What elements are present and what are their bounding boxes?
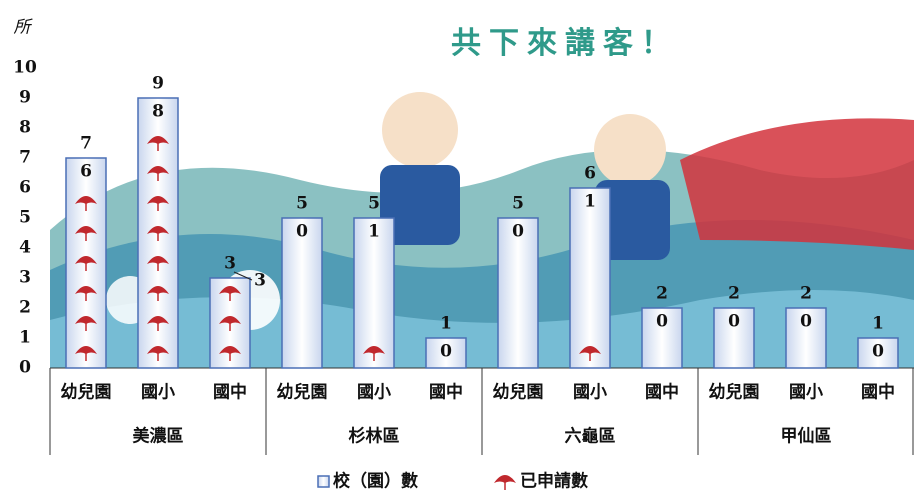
legend: 校（園）數 已申請數 — [317, 471, 588, 492]
applied-label: 1 — [584, 192, 596, 212]
leader-line — [233, 271, 253, 281]
umbrella-icon — [147, 346, 169, 354]
applied-icons — [579, 346, 601, 361]
value-label: 2 — [728, 284, 740, 304]
umbrella-icon — [219, 316, 241, 324]
banner: 共下來講客！ — [451, 26, 679, 61]
x-tick-label: 國小 — [357, 383, 391, 403]
value-label: 3 — [224, 254, 236, 274]
umbrella-icon — [147, 316, 169, 324]
applied-label: 1 — [368, 222, 380, 242]
bar — [497, 217, 539, 369]
umbrella-icon — [579, 346, 601, 354]
value-label: 1 — [872, 314, 884, 334]
legend-label: 已申請數 — [520, 471, 588, 492]
x-tick-label: 幼兒園 — [277, 382, 328, 403]
umbrella-icon — [147, 286, 169, 294]
x-tick-label: 國小 — [141, 383, 175, 403]
value-label: 5 — [368, 194, 380, 214]
applied-label: 0 — [512, 222, 524, 242]
value-label: 1 — [440, 314, 452, 334]
applied-label: 0 — [800, 312, 812, 332]
group-label: 美濃區 — [133, 426, 184, 447]
y-tick-label: 7 — [19, 148, 31, 168]
umbrella-icon — [147, 196, 169, 204]
group-label: 甲仙區 — [781, 426, 832, 447]
applied-icons — [363, 346, 385, 361]
y-tick-label: 0 — [19, 358, 31, 378]
x-tick-label: 國中 — [645, 382, 679, 403]
x-tick-label: 幼兒園 — [493, 382, 544, 403]
group-label: 杉林區 — [349, 426, 400, 447]
y-tick-label: 4 — [19, 238, 31, 258]
value-label: 5 — [512, 194, 524, 214]
umbrella-icon — [147, 136, 169, 144]
umbrella-icon — [75, 256, 97, 264]
y-tick-label: 6 — [19, 178, 31, 198]
applied-label: 8 — [152, 102, 164, 122]
y-tick-label: 1 — [19, 328, 31, 348]
legend-swatch — [317, 475, 330, 488]
umbrella-icon — [219, 286, 241, 294]
umbrella-icon — [147, 166, 169, 174]
bar — [857, 337, 899, 369]
applied-icons — [75, 196, 97, 361]
y-axis-label: 所 — [14, 18, 34, 38]
applied-label: 0 — [296, 222, 308, 242]
umbrella-icon — [75, 226, 97, 234]
bar — [785, 307, 827, 369]
bar — [281, 217, 323, 369]
x-tick-label: 國小 — [789, 383, 823, 403]
bar — [353, 217, 395, 369]
umbrella-icon — [75, 286, 97, 294]
y-tick-label: 8 — [19, 118, 31, 138]
umbrella-icon — [75, 196, 97, 204]
umbrella-icon — [494, 475, 516, 483]
x-tick-label: 國中 — [213, 382, 247, 403]
value-label: 2 — [656, 284, 668, 304]
value-label: 5 — [296, 194, 308, 214]
x-tick-label: 國中 — [861, 382, 895, 403]
applied-label: 6 — [80, 162, 92, 182]
umbrella-icon — [363, 346, 385, 354]
umbrella-icon — [147, 226, 169, 234]
y-tick-label: 5 — [19, 208, 31, 228]
x-tick-label: 國小 — [573, 383, 607, 403]
applied-label: 0 — [656, 312, 668, 332]
legend-label: 校（園）數 — [333, 471, 418, 492]
group-label: 六龜區 — [565, 426, 616, 447]
value-label: 9 — [152, 74, 164, 94]
value-label: 2 — [800, 284, 812, 304]
umbrella-icon — [75, 316, 97, 324]
y-tick-label: 9 — [19, 88, 31, 108]
background-illustration — [50, 92, 914, 368]
x-tick-label: 國中 — [429, 382, 463, 403]
umbrella-icon — [219, 346, 241, 354]
bar — [569, 187, 611, 369]
y-tick-label: 10 — [13, 58, 37, 78]
applied-label: 3 — [254, 271, 266, 291]
applied-icons — [219, 286, 241, 361]
umbrella-icon — [147, 256, 169, 264]
y-tick-label: 2 — [19, 298, 31, 318]
value-label: 7 — [80, 134, 92, 154]
x-tick-label: 幼兒園 — [709, 382, 760, 403]
bar — [713, 307, 755, 369]
bar — [641, 307, 683, 369]
x-tick-label: 幼兒園 — [61, 382, 112, 403]
applied-label: 0 — [440, 342, 452, 362]
applied-label: 0 — [728, 312, 740, 332]
applied-label: 0 — [872, 342, 884, 362]
value-label: 6 — [584, 164, 596, 184]
umbrella-icon — [75, 346, 97, 354]
y-tick-label: 3 — [19, 268, 31, 288]
applied-icons — [147, 136, 169, 361]
bar — [425, 337, 467, 369]
